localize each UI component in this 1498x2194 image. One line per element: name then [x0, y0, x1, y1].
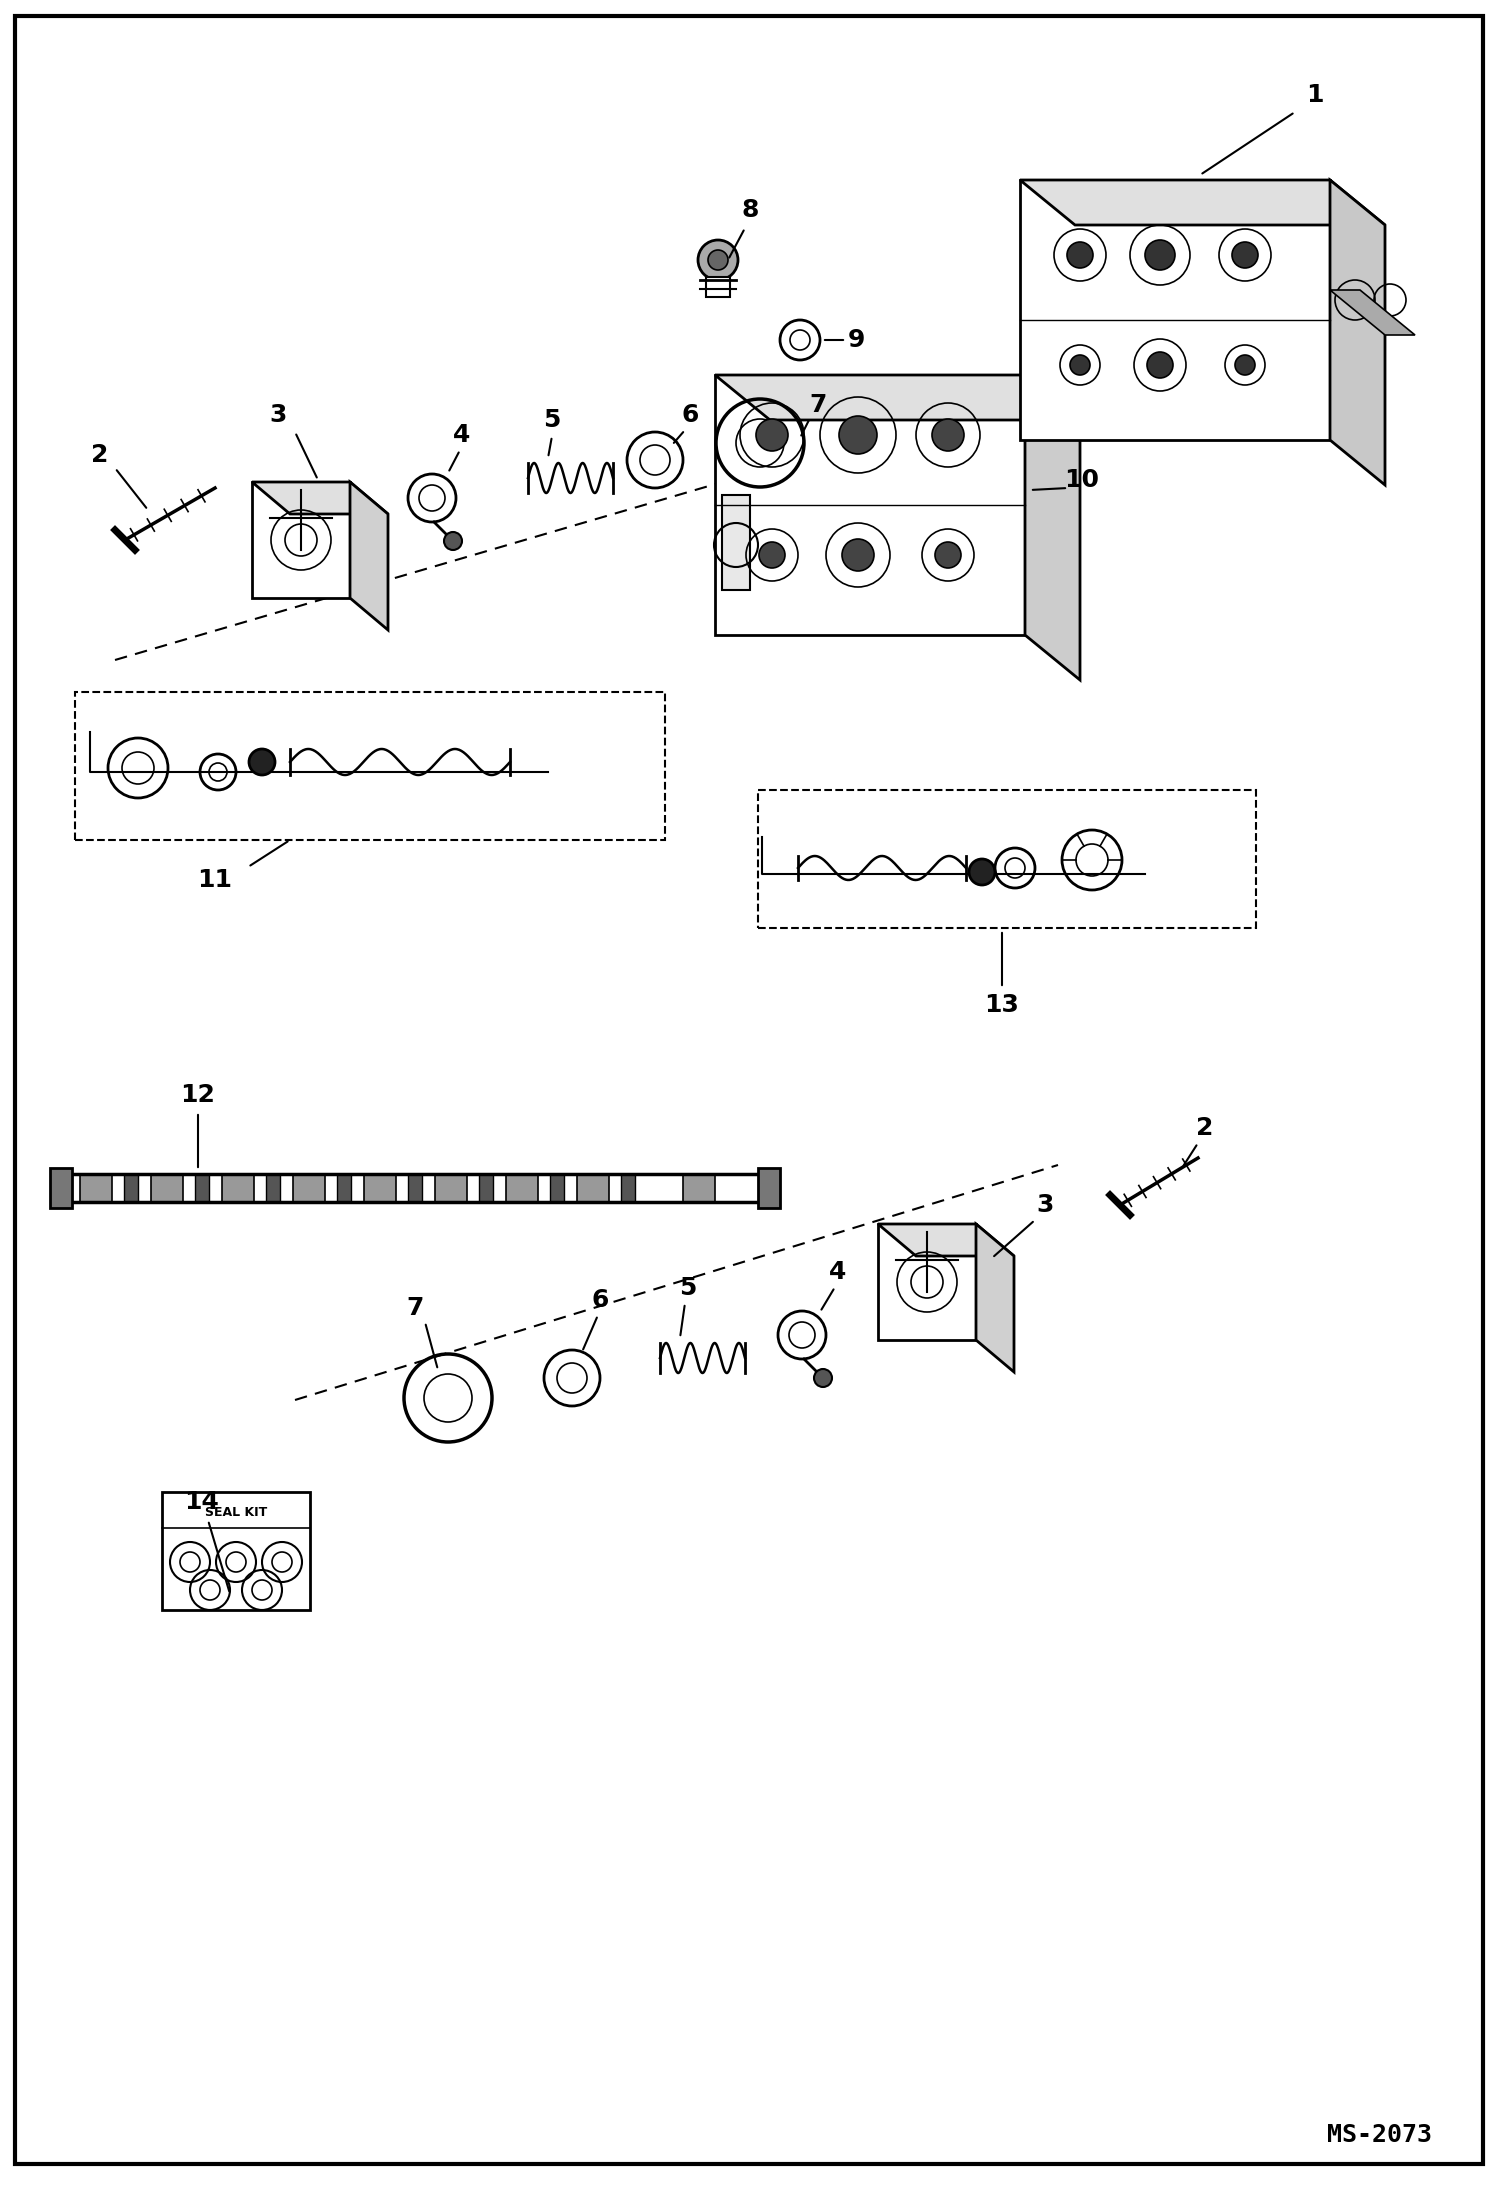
Polygon shape — [1020, 180, 1330, 441]
Bar — [683, 1174, 715, 1202]
Circle shape — [935, 542, 962, 568]
Circle shape — [756, 419, 788, 452]
Bar — [407, 1174, 422, 1202]
Polygon shape — [351, 483, 388, 630]
Text: 8: 8 — [742, 197, 758, 222]
Text: 11: 11 — [198, 869, 232, 893]
Text: 14: 14 — [184, 1490, 219, 1514]
Text: MS-2073: MS-2073 — [1327, 2124, 1432, 2148]
Bar — [124, 1174, 138, 1202]
Polygon shape — [977, 1224, 1014, 1371]
Bar — [49, 1167, 72, 1209]
Polygon shape — [1330, 290, 1416, 336]
Text: 6: 6 — [592, 1288, 608, 1312]
Bar — [162, 1492, 310, 1610]
Text: 9: 9 — [848, 327, 866, 351]
Bar — [758, 790, 1255, 928]
Circle shape — [1067, 241, 1094, 268]
Circle shape — [1144, 239, 1174, 270]
Text: 13: 13 — [984, 994, 1020, 1018]
Text: 1: 1 — [1306, 83, 1324, 108]
Bar — [505, 1174, 538, 1202]
Polygon shape — [1020, 180, 1386, 226]
Text: 3: 3 — [270, 404, 286, 428]
Circle shape — [709, 250, 728, 270]
Bar — [267, 1174, 280, 1202]
Bar — [434, 1174, 466, 1202]
Circle shape — [1070, 355, 1091, 375]
Polygon shape — [252, 483, 388, 513]
Circle shape — [813, 1369, 831, 1387]
Circle shape — [1234, 355, 1255, 375]
Polygon shape — [878, 1224, 977, 1341]
Text: 6: 6 — [682, 404, 698, 428]
Polygon shape — [1025, 375, 1080, 680]
Bar — [622, 1174, 635, 1202]
Text: 5: 5 — [544, 408, 560, 432]
Text: 4: 4 — [830, 1259, 846, 1283]
Bar — [195, 1174, 210, 1202]
Circle shape — [969, 860, 995, 884]
Circle shape — [842, 540, 873, 570]
Polygon shape — [715, 375, 1025, 634]
Bar — [577, 1174, 608, 1202]
Bar — [292, 1174, 325, 1202]
Polygon shape — [1330, 180, 1386, 485]
Bar — [706, 276, 730, 296]
Circle shape — [1231, 241, 1258, 268]
Bar — [75, 691, 665, 840]
Bar — [79, 1174, 111, 1202]
Bar — [337, 1174, 351, 1202]
Text: SEAL KIT: SEAL KIT — [205, 1505, 267, 1518]
Text: 2: 2 — [91, 443, 109, 467]
Bar — [550, 1174, 565, 1202]
Circle shape — [443, 531, 461, 551]
Bar — [150, 1174, 183, 1202]
Text: 12: 12 — [181, 1084, 216, 1108]
Text: 4: 4 — [454, 423, 470, 448]
Polygon shape — [252, 483, 351, 599]
Text: 7: 7 — [809, 393, 827, 417]
Bar — [758, 1167, 780, 1209]
Bar — [222, 1174, 253, 1202]
Circle shape — [698, 239, 739, 281]
Text: 10: 10 — [1065, 467, 1100, 491]
Text: 5: 5 — [679, 1277, 697, 1301]
Circle shape — [839, 417, 876, 454]
Text: 2: 2 — [1197, 1117, 1213, 1141]
Circle shape — [932, 419, 965, 452]
Polygon shape — [878, 1224, 1014, 1255]
Polygon shape — [715, 375, 1080, 419]
Circle shape — [1147, 351, 1173, 377]
Bar — [364, 1174, 395, 1202]
Circle shape — [759, 542, 785, 568]
Text: 3: 3 — [1037, 1194, 1053, 1218]
Text: 7: 7 — [406, 1297, 424, 1321]
Bar — [722, 496, 750, 590]
Circle shape — [249, 748, 276, 774]
Bar — [479, 1174, 493, 1202]
